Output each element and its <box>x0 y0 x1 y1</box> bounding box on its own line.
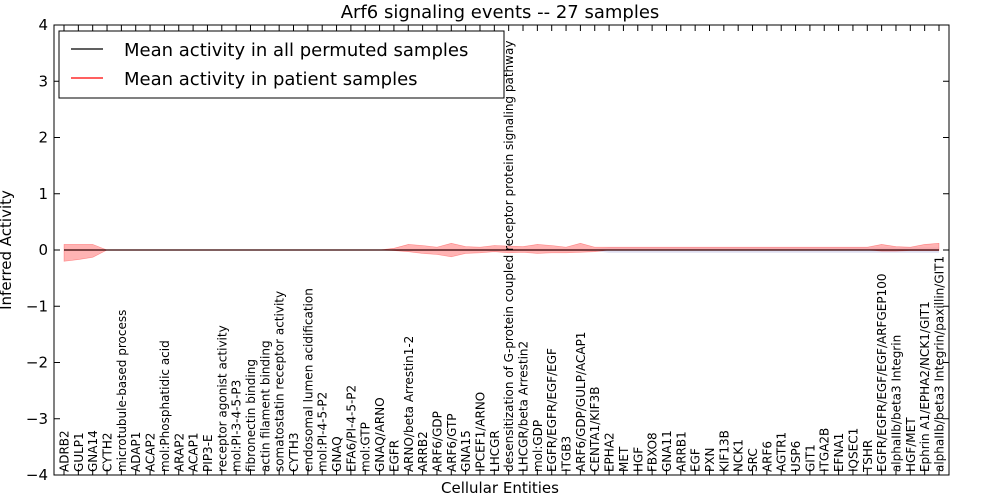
chart-title: Arf6 signaling events -- 27 samples <box>341 2 660 23</box>
x-tick-label: ITGA2B <box>818 428 832 472</box>
x-tick-label: PIP3-E <box>201 434 215 472</box>
x-tick-label: NCK1 <box>732 439 746 472</box>
x-tick-label: ARF6/GDP <box>431 411 445 472</box>
x-tick-label: ADAP1 <box>129 432 143 472</box>
x-tick-label: ARRB1 <box>674 431 688 472</box>
x-tick-label: HGF <box>631 447 645 472</box>
x-tick-label: GNA15 <box>459 430 473 472</box>
x-tick-label: IQSEC1 <box>846 428 860 472</box>
x-tick-label: KIF13B <box>717 430 731 472</box>
x-axis: ADRB2 GULP1 GNA14 CYTH2 microtubule-based pr… <box>58 25 947 475</box>
x-tick-label: Ephrin A1/EPHA2/NCK1/GIT1 <box>918 301 932 472</box>
x-tick-label: fibronectin binding <box>244 359 258 472</box>
x-tick-label: AGTR1 <box>775 432 789 472</box>
x-tick-label: EGFR/EGFR/EGF/EGF <box>545 348 559 472</box>
x-tick-label: mol:Phosphatidic acid <box>158 340 172 472</box>
x-tick-label: EFA6/PI-4-5-P2 <box>344 385 358 472</box>
y-tick-label: 1 <box>38 185 48 203</box>
y-tick-label: 3 <box>38 72 48 90</box>
x-tick-label: USP6 <box>789 441 803 472</box>
x-tick-label: GNA11 <box>660 430 674 472</box>
x-tick-label: TSHR <box>861 440 875 473</box>
x-tick-label: actin filament binding <box>258 340 272 472</box>
x-tick-label: desensitization of G-protein coupled rec… <box>502 41 516 472</box>
legend: Mean activity in all permuted samples Me… <box>58 30 505 99</box>
y-tick-label: 0 <box>38 241 48 259</box>
x-tick-label: ACAP1 <box>187 433 201 472</box>
x-axis-label: Cellular Entities <box>441 479 559 497</box>
x-tick-label: mol:GTP <box>359 422 373 472</box>
x-tick-label: PXN <box>703 448 717 472</box>
x-tick-label: GNAQ/ARNO <box>373 397 387 472</box>
x-tick-label: somatostatin receptor activity <box>273 291 287 472</box>
y-tick-label: −1 <box>26 297 48 315</box>
x-tick-label: ARRB2 <box>416 431 430 472</box>
x-tick-label: CYTH2 <box>101 432 115 472</box>
y-tick-label: −3 <box>26 410 48 428</box>
x-tick-label: LHCGR <box>488 430 502 472</box>
x-tick-label: alphaIIb/beta3 Integrin <box>890 335 904 472</box>
x-tick-label: EPHA2 <box>603 432 617 472</box>
x-tick-label: ARF6 <box>760 441 774 472</box>
x-tick-label: CENTA1/KIF3B <box>588 387 602 472</box>
x-tick-label: EGFR/EGFR/EGF/EGF/ARFGEP100 <box>875 274 889 472</box>
x-tick-label: microtubule-based process <box>115 310 129 472</box>
x-tick-label: ACAP2 <box>144 433 158 472</box>
legend-box <box>58 30 505 99</box>
x-tick-label: HGF/MET <box>904 417 918 472</box>
y-axis: 4 3 2 1 0 −1 −2 −3 −4 <box>26 16 949 484</box>
x-tick-label: EGF <box>689 448 703 472</box>
legend-label-patient: Mean activity in patient samples <box>124 69 418 90</box>
x-tick-label: mol:GDP <box>531 420 545 472</box>
x-tick-label: SRC <box>746 448 760 472</box>
x-tick-label: ARF6/GDP/GULP/ACAP1 <box>574 332 588 472</box>
y-tick-label: 4 <box>38 16 48 34</box>
x-tick-label: ITGB3 <box>560 436 574 472</box>
x-tick-label: EFNA1 <box>832 433 846 472</box>
x-tick-label: FBXO8 <box>646 432 660 472</box>
y-tick-label: −4 <box>26 466 48 484</box>
x-tick-label: MET <box>617 446 631 472</box>
x-tick-label: GIT1 <box>803 444 817 472</box>
x-tick-label: EGFR <box>387 440 401 472</box>
x-tick-label: ARNO/beta Arrestin1-2 <box>402 336 416 472</box>
x-tick-label: receptor agonist activity <box>215 325 229 472</box>
x-tick-label: GULP1 <box>72 432 86 472</box>
x-tick-label: CYTH3 <box>287 432 301 472</box>
x-tick-label: ADRB2 <box>58 430 72 472</box>
x-tick-label: ARF6/GTP <box>445 413 459 472</box>
x-tick-label: GNAQ <box>330 436 344 472</box>
y-tick-label: −2 <box>26 354 48 372</box>
legend-label-permuted: Mean activity in all permuted samples <box>124 40 468 61</box>
x-tick-label: LHCGR/beta Arrestin2 <box>517 341 531 472</box>
x-tick-label: IPCEF1/ARNO <box>474 392 488 472</box>
x-tick-label: mol:PI-3-4-5-P3 <box>230 380 244 472</box>
x-tick-label: alphaIIb/beta3 Integrin/paxillin/GIT1 <box>933 256 947 472</box>
y-axis-label: Inferred Activity <box>0 190 15 310</box>
x-tick-label: GNA14 <box>86 430 100 472</box>
x-tick-label: ARAP2 <box>172 433 186 472</box>
y-tick-label: 2 <box>38 129 48 147</box>
x-tick-label: mol:PI-4-5-P2 <box>316 392 330 472</box>
x-tick-label: endosomal lumen acidification <box>301 288 315 472</box>
